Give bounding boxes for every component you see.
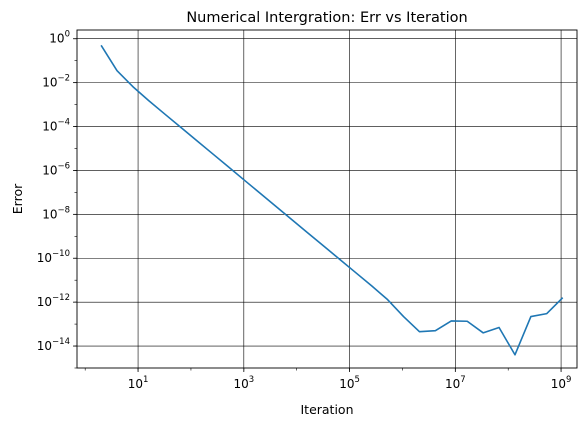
y-tick-label: 10−2 (42, 74, 70, 90)
series-group (100, 44, 564, 356)
y-tick-label: 10−6 (42, 161, 70, 177)
y-tick-label: 10−4 (42, 118, 70, 134)
x-tick-label: 107 (445, 375, 466, 391)
x-tick-label: 109 (551, 375, 572, 391)
x-tick-label: 103 (233, 375, 254, 391)
y-tick-label: 10−14 (37, 337, 70, 353)
y-axis-ticks: 100 10−2 10−4 10−6 10−8 10−10 10−12 10−14 (37, 30, 77, 369)
y-tick-label: 10−8 (42, 205, 70, 221)
y-axis-label: Error (10, 183, 25, 214)
x-tick-label: 101 (128, 375, 149, 391)
grid (77, 30, 577, 368)
x-axis-label: Iteration (300, 402, 353, 417)
y-tick-label: 10−10 (37, 249, 70, 265)
series-line (100, 44, 564, 356)
y-tick-label: 10−12 (37, 293, 70, 309)
chart-title: Numerical Intergration: Err vs Iteration (186, 10, 467, 26)
x-tick-label: 105 (339, 375, 360, 391)
plot-frame (76, 29, 578, 369)
y-tick-label: 100 (49, 30, 70, 46)
x-axis-ticks: 101 103 105 107 109 (84, 368, 572, 391)
